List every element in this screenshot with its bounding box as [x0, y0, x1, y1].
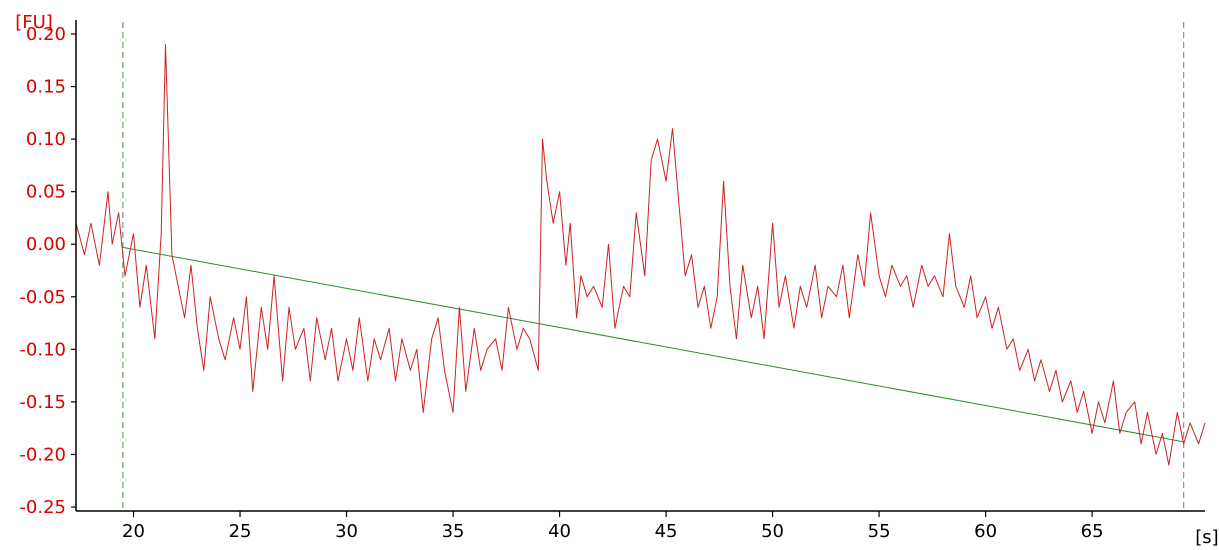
trend-line-layer	[122, 246, 1184, 443]
y-tick-label: 0.05	[26, 182, 66, 203]
x-tick-label: 25	[229, 521, 252, 542]
y-tick-label: -0.05	[19, 287, 66, 308]
y-axis-ticks: 0.20 0.15 0.10 0.05 0.00 -0.05 -0.10 -0.15 -0.20…	[19, 24, 76, 518]
signal-line	[75, 44, 1206, 466]
x-tick-label: 20	[122, 521, 145, 542]
y-tick-label: 0.15	[26, 77, 66, 98]
x-tick-label: 65	[1081, 521, 1104, 542]
trend-line	[122, 246, 1184, 443]
marker-lines	[122, 22, 1185, 511]
x-tick-label: 40	[548, 521, 571, 542]
y-tick-label: -0.25	[19, 497, 66, 518]
x-tick-label: 35	[442, 521, 465, 542]
y-tick-label: -0.20	[19, 444, 66, 465]
x-tick-label: 50	[761, 521, 784, 542]
x-axis-label: [s]	[1195, 527, 1218, 548]
x-tick-label: 45	[655, 521, 678, 542]
y-tick-label: 0.00	[26, 234, 66, 255]
signal-line-layer	[75, 44, 1206, 466]
y-tick-label: -0.15	[19, 392, 66, 413]
y-tick-label: 0.10	[26, 129, 66, 150]
x-tick-label: 60	[974, 521, 997, 542]
x-axis-ticks: 20 25 30 35 40 45 50 55 60 65	[122, 511, 1104, 542]
y-tick-label: 0.20	[26, 24, 66, 45]
x-tick-label: 55	[868, 521, 891, 542]
x-tick-label: 30	[335, 521, 358, 542]
y-tick-label: -0.10	[19, 339, 66, 360]
y-axis-label: [FU]	[15, 12, 53, 33]
